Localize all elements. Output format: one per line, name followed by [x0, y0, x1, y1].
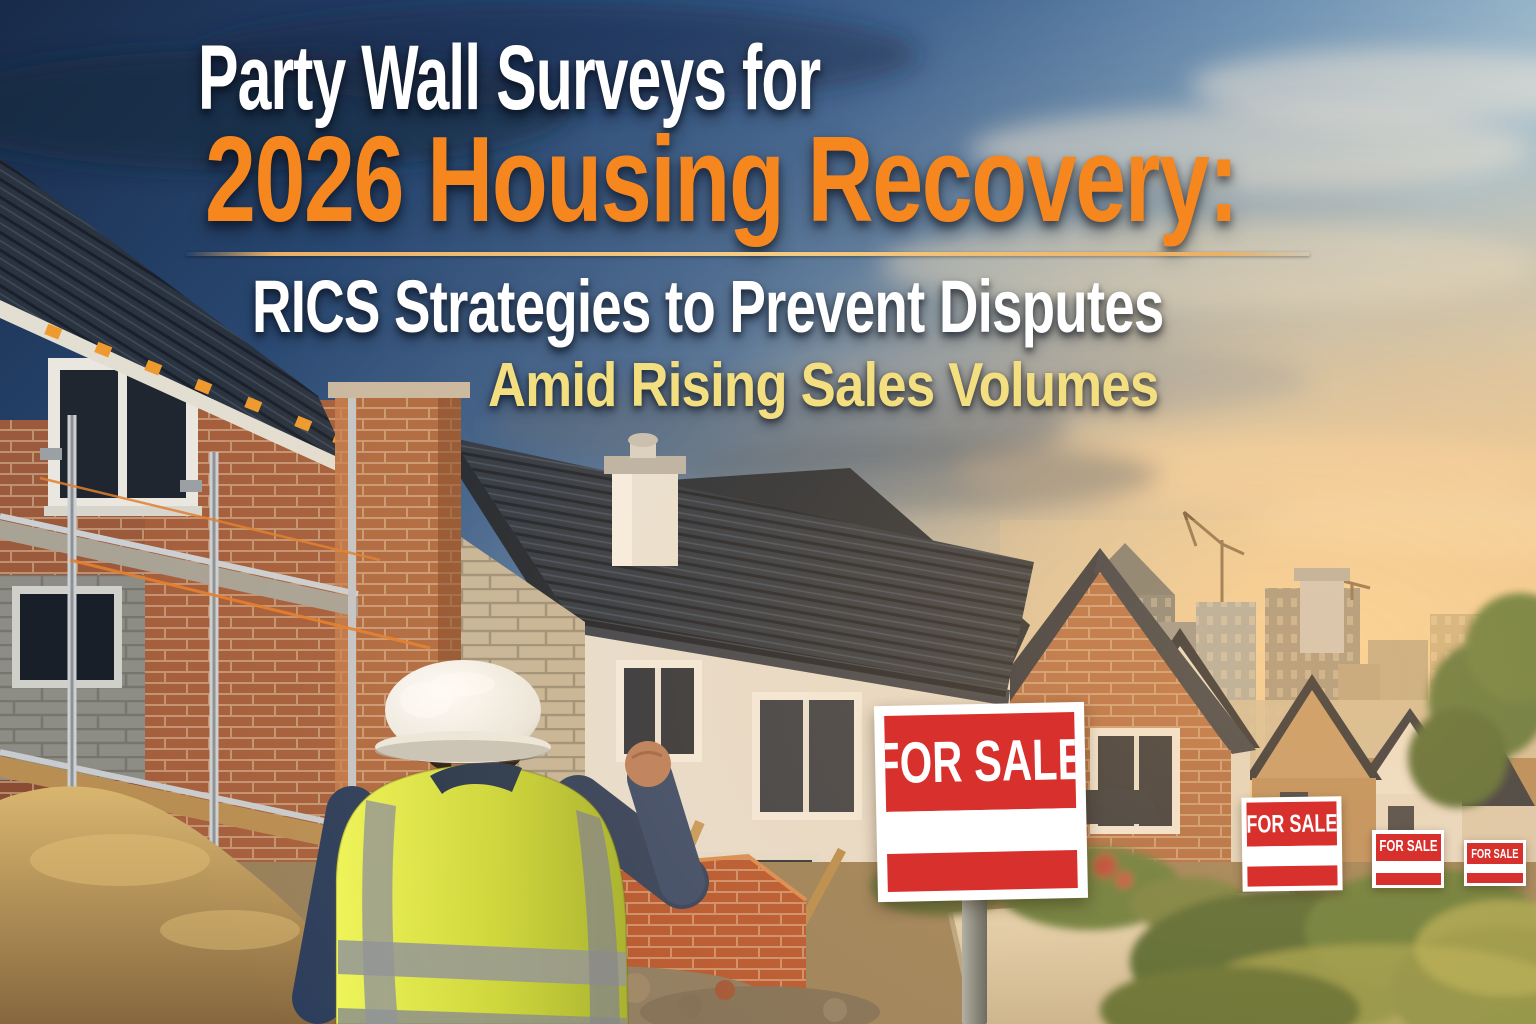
for-sale-sign-2-post: [1286, 886, 1298, 998]
title-line-4-text: Amid Rising Sales Volumes: [488, 351, 1159, 420]
sign-red-band: FOR SALE: [1467, 843, 1523, 864]
title-line-4: Amid Rising Sales Volumes: [488, 355, 1277, 417]
sign-panel: FOR SALE: [1241, 796, 1343, 892]
for-sale-sign-1: FOR SALE: [873, 701, 1089, 903]
for-sale-sign-4-post: [1491, 884, 1499, 932]
sign-red-band: FOR SALE: [1375, 833, 1441, 861]
for-sale-sign-2: FOR SALE: [1241, 796, 1343, 892]
sign-panel: FOR SALE: [1464, 840, 1526, 886]
sign-white-stripe: [1247, 845, 1338, 867]
title-line-1-text: Party Wall Surveys for: [198, 27, 821, 129]
sign-red-stripe: [1467, 873, 1523, 883]
for-sale-sign-2-label: FOR SALE: [1246, 808, 1338, 839]
sign-red-band: FOR SALE: [1246, 801, 1338, 847]
sign-white-stripe: [1467, 864, 1523, 873]
title-line-2: 2026 Housing Recovery:: [205, 118, 1536, 240]
sign-white-stripe: [1375, 860, 1441, 873]
sign-white-stripe: [886, 808, 1078, 854]
title-line-3-text: RICS Strategies to Prevent Disputes: [252, 265, 1164, 348]
sign-red-stripe: [887, 849, 1078, 892]
for-sale-sign-1-label: FOR SALE: [884, 726, 1077, 797]
for-sale-sign-3-post: [1402, 884, 1411, 960]
sign-panel: FOR SALE: [873, 701, 1089, 903]
sign-red-band: FOR SALE: [884, 712, 1077, 812]
title-divider: [185, 252, 1310, 256]
title-line-3: RICS Strategies to Prevent Disputes: [252, 270, 1484, 344]
sign-red-stripe: [1375, 872, 1441, 885]
for-sale-sign-4-label: FOR SALE: [1471, 846, 1519, 861]
sign-panel: FOR SALE: [1372, 830, 1444, 888]
sign-red-stripe: [1247, 865, 1338, 887]
title-line-2-text: 2026 Housing Recovery:: [205, 111, 1239, 247]
title-line-1: Party Wall Surveys for: [198, 32, 1141, 124]
for-sale-sign-4: FOR SALE: [1464, 840, 1526, 886]
for-sale-sign-3: FOR SALE: [1372, 830, 1444, 888]
for-sale-sign-3-label: FOR SALE: [1378, 838, 1438, 855]
for-sale-sign-1-post: [962, 892, 987, 1024]
